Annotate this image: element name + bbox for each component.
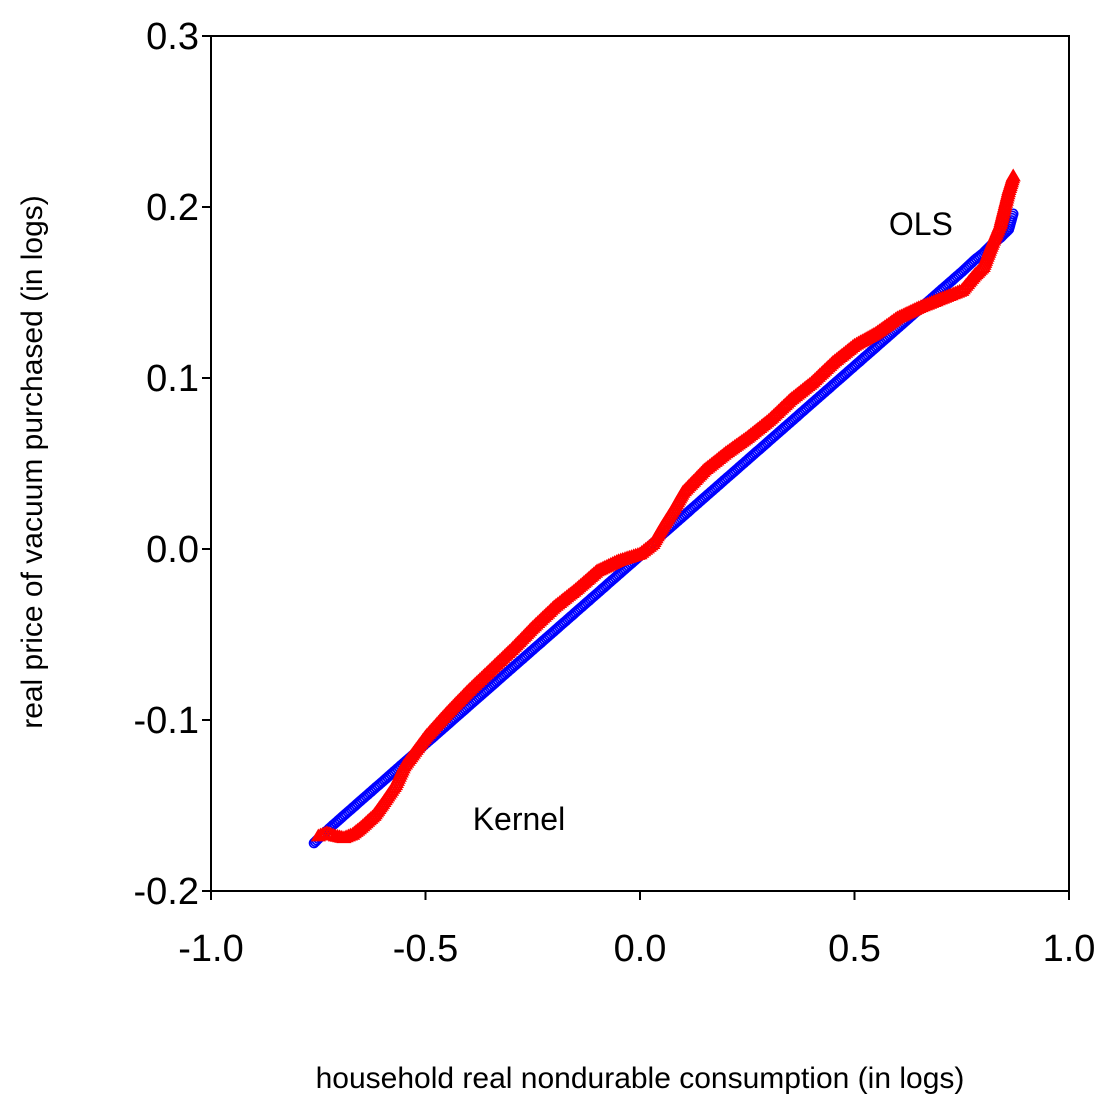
plot-frame	[210, 35, 1070, 892]
x-axis-label: household real nondurable consumption (i…	[316, 1062, 965, 1095]
x-tick-label: 0.0	[614, 928, 667, 970]
y-tick-label: 0.1	[146, 358, 199, 400]
annotation-label: Kernel	[473, 801, 566, 837]
x-axis: -1.0 -0.5 0.0 0.5 1.0	[178, 891, 1095, 970]
series-red-triangles	[310, 168, 1021, 844]
y-tick-label: 0.0	[146, 529, 199, 571]
y-axis-label: real price of vacuum purchased (in logs)	[16, 195, 49, 729]
y-tick-label: -0.1	[134, 700, 199, 742]
x-tick-label: 0.5	[828, 928, 881, 970]
y-tick-label: 0.3	[146, 16, 199, 58]
annotation-layer: OLS Kernel	[473, 206, 953, 837]
annotation-label: OLS	[889, 206, 953, 242]
data-point-triangle	[1005, 168, 1021, 182]
y-axis: -0.2 -0.1 0.0 0.1 0.2 0.3	[134, 16, 211, 913]
x-tick-label: -1.0	[178, 928, 243, 970]
x-tick-label: 1.0	[1043, 928, 1096, 970]
x-tick-label: -0.5	[393, 928, 458, 970]
y-tick-label: -0.2	[134, 871, 199, 913]
y-tick-label: 0.2	[146, 187, 199, 229]
series-layer	[308, 168, 1021, 849]
